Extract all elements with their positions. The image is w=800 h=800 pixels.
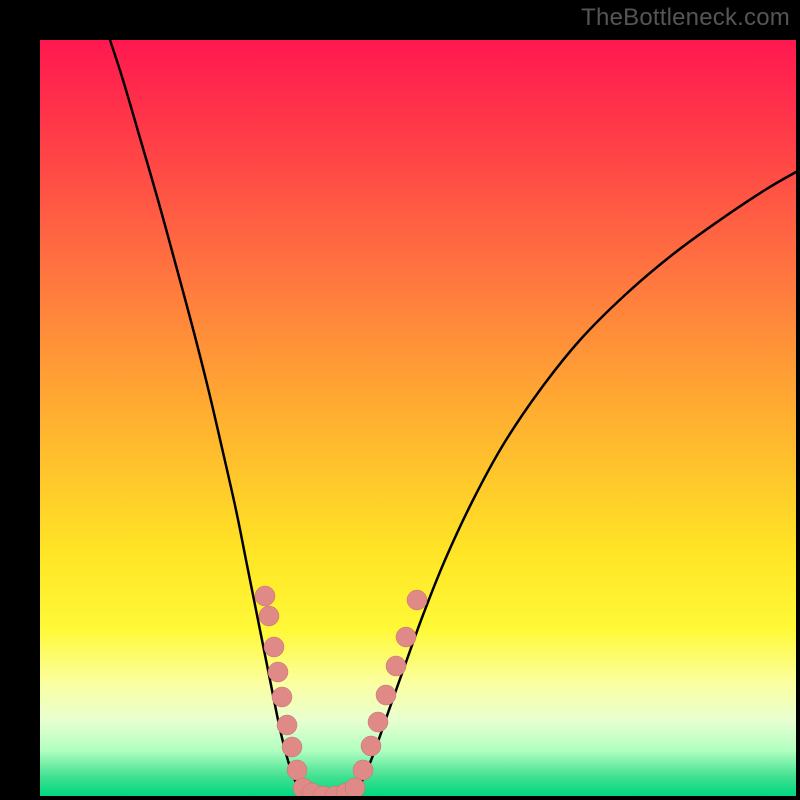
data-marker	[277, 715, 297, 735]
data-marker	[386, 656, 406, 676]
data-marker	[376, 685, 396, 705]
data-marker	[345, 778, 365, 796]
gradient-background	[40, 40, 796, 796]
plot-svg	[40, 40, 796, 796]
data-marker	[255, 586, 275, 606]
watermark-text: TheBottleneck.com	[581, 4, 790, 32]
data-marker	[272, 687, 292, 707]
data-marker	[264, 637, 284, 657]
data-marker	[368, 712, 388, 732]
data-marker	[396, 627, 416, 647]
data-marker	[282, 737, 302, 757]
data-marker	[361, 736, 381, 756]
plot-area	[40, 40, 796, 796]
data-marker	[407, 590, 427, 610]
data-marker	[353, 760, 373, 780]
data-marker	[287, 760, 307, 780]
data-marker	[259, 606, 279, 626]
data-marker	[268, 662, 288, 682]
